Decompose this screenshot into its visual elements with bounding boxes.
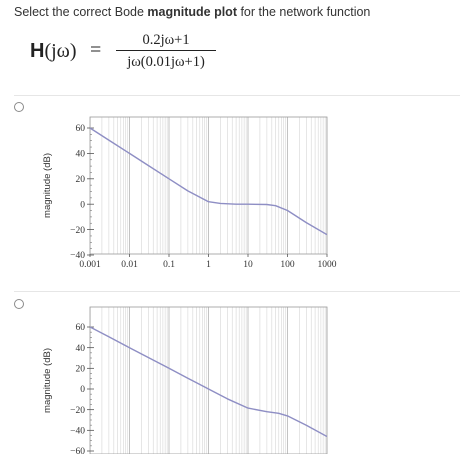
x-tick-label: 0.1 [163, 260, 175, 270]
option-2-chart: 60 40 20 0 −20 −40 −60 magnitude (dB) [42, 306, 328, 454]
formula-lhs-symbol: H [30, 40, 45, 62]
formula-lhs: H(jω) [30, 40, 77, 63]
series-group [90, 326, 327, 438]
option-2-radio[interactable] [14, 299, 24, 309]
option-2-bode-plot: 60 40 20 0 −20 −40 −60 magnitude (dB) [40, 305, 340, 454]
x-tick-label: 1 [206, 260, 211, 270]
formula-denominator: jω(0.01jω+1) [127, 54, 205, 71]
formula-lhs-arg: (jω) [44, 40, 77, 62]
question-suffix: for the network function [236, 5, 371, 19]
x-tick-label: 0.01 [121, 260, 138, 270]
y-axis-label: magnitude (dB) [42, 153, 53, 218]
y-axis-label: magnitude (dB) [42, 348, 53, 413]
y-tick-label: 20 [76, 175, 86, 185]
plot-frame [89, 306, 328, 454]
y-tick-label: 60 [76, 323, 86, 333]
option-1-radio[interactable] [14, 102, 24, 112]
y-tick-label: −40 [70, 251, 85, 261]
grid [90, 117, 327, 254]
y-tick-label: 20 [76, 365, 86, 375]
formula-equals: = [90, 39, 102, 61]
magnitude-series-line [90, 127, 327, 236]
y-tick-label: −60 [70, 447, 85, 454]
x-tick-label: 0.001 [79, 260, 101, 270]
formula-numerator: 0.2jω+1 [142, 32, 190, 48]
series-group [90, 127, 327, 236]
question-prefix: Select the correct Bode [14, 5, 148, 19]
y-tick-label: −40 [70, 427, 85, 437]
grid [90, 307, 327, 454]
x-tick-label: 100 [280, 260, 295, 270]
y-tick-label: −20 [70, 406, 85, 416]
question-bold: magnitude plot [147, 5, 237, 19]
y-tick-label: 40 [76, 344, 86, 354]
option-1-bode-plot: 60 40 20 0 −20 −40 0.001 0.01 0.1 1 10 100 1000 magni… [40, 112, 340, 284]
option-divider [14, 291, 460, 292]
x-tick-label: 1000 [318, 260, 337, 270]
y-tick-label: 60 [76, 124, 86, 134]
network-function-formula: H(jω) = 0.2jω+1 jω(0.01jω+1) [30, 30, 290, 80]
y-tick-label: 40 [76, 150, 86, 160]
question-text: Select the correct Bode magnitude plot f… [14, 5, 370, 19]
x-tick-label: 10 [243, 260, 253, 270]
option-1-chart: 60 40 20 0 −20 −400.001 0.01 0.1 1 10 100 1000 magni… [42, 116, 337, 270]
fraction-bar [116, 50, 216, 52]
formula-fraction: 0.2jω+1 jω(0.01jω+1) [116, 32, 216, 70]
y-tick-label: 0 [80, 200, 85, 210]
y-tick-label: 0 [80, 385, 85, 395]
option-divider [14, 95, 460, 96]
magnitude-series-line [90, 326, 327, 438]
y-tick-label: −20 [70, 226, 85, 236]
